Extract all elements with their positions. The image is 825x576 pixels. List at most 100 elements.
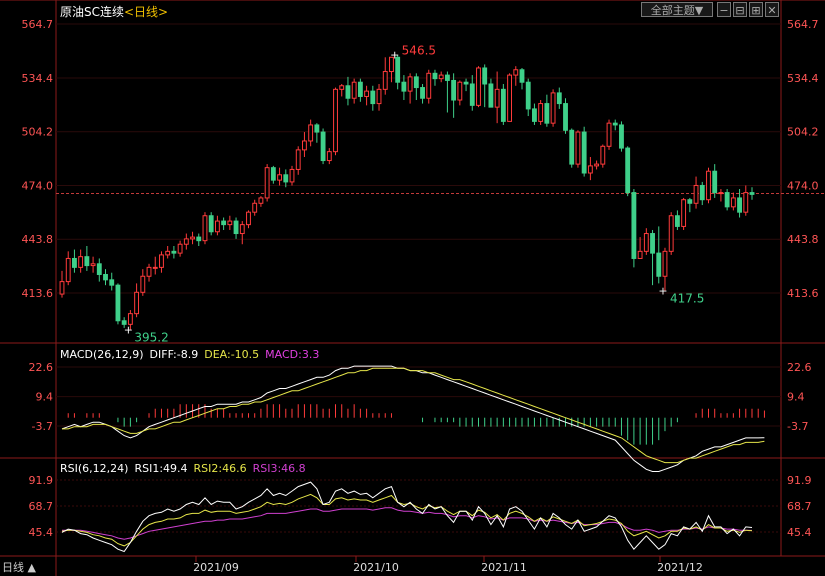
- close-icon[interactable]: ✕: [765, 2, 779, 17]
- rsi-tick-left: 91.9: [29, 474, 54, 487]
- candle-body: [190, 236, 195, 240]
- candle-body: [438, 74, 444, 80]
- candle-body: [109, 279, 115, 286]
- candle-body: [513, 69, 519, 76]
- x-axis-label: 2021/09: [193, 561, 239, 574]
- candle-body: [345, 85, 351, 99]
- candle-body: [214, 220, 220, 233]
- candle-body: [706, 170, 711, 201]
- candle-body: [364, 90, 370, 97]
- candle-body: [699, 184, 705, 201]
- candle-body: [718, 192, 724, 195]
- maximize-icon[interactable]: ⊞: [749, 2, 763, 17]
- candle-body: [152, 266, 158, 269]
- candle-body: [426, 72, 432, 99]
- candle-body: [289, 168, 295, 183]
- rsi2-value: RSI2:46.6: [193, 462, 247, 475]
- rsi-tick-left: 45.4: [29, 526, 54, 539]
- candle-body: [476, 67, 481, 106]
- restore-icon[interactable]: ⊟: [733, 2, 747, 17]
- candle-body: [96, 263, 102, 275]
- candle-body: [351, 81, 357, 99]
- candle-body: [376, 88, 382, 105]
- candle-body: [84, 256, 90, 267]
- candle-body: [72, 257, 77, 268]
- candle-body: [159, 254, 164, 268]
- price-tick-right: 534.4: [787, 72, 819, 85]
- macd-dea-value: DEA:-10.5: [204, 348, 260, 361]
- price-tick-left: 443.8: [22, 233, 54, 246]
- candle-body: [444, 74, 450, 81]
- candle-body: [532, 108, 537, 122]
- candle-body: [252, 202, 258, 213]
- candle-body: [650, 233, 655, 254]
- macd-legend: MACD(26,12,9) DIFF:-8.9 DEA:-10.5 MACD:3.3: [60, 348, 325, 361]
- candle-body: [264, 167, 270, 199]
- macd-tick-right: 22.6: [787, 361, 812, 374]
- price-tick-right: 443.8: [787, 233, 819, 246]
- price-tick-right: 413.6: [787, 287, 819, 300]
- rsi1-value: RSI1:49.4: [134, 462, 188, 475]
- candle-body: [407, 76, 413, 92]
- macd-tick-right: -3.7: [787, 420, 808, 433]
- macd-diff-value: DIFF:-8.9: [149, 348, 199, 361]
- price-tick-left: 474.0: [22, 179, 54, 192]
- candle-body: [668, 215, 674, 252]
- price-tick-right: 504.2: [787, 126, 819, 139]
- candle-body: [488, 83, 494, 108]
- candle-body: [569, 129, 575, 165]
- candle-body: [687, 199, 693, 204]
- x-axis-label: 2021/10: [353, 561, 399, 574]
- candle-body: [575, 131, 581, 165]
- candle-body: [730, 197, 736, 208]
- candle-body: [500, 88, 506, 122]
- candle-body: [302, 140, 307, 151]
- candle-body: [556, 92, 562, 105]
- candle-body: [221, 220, 227, 226]
- candle-body: [146, 266, 152, 277]
- candle-body: [115, 284, 121, 322]
- candle-body: [612, 122, 618, 126]
- candle-body: [681, 199, 687, 227]
- candle-body: [339, 85, 345, 90]
- candle-body: [177, 243, 183, 254]
- candle-body: [258, 197, 264, 204]
- price-tick-left: 564.7: [22, 18, 54, 31]
- candle-body: [277, 174, 282, 181]
- candle-body: [581, 131, 587, 174]
- candle-body: [65, 257, 71, 283]
- candle-body: [674, 215, 680, 227]
- rsi-tick-right: 45.4: [787, 526, 812, 539]
- low-marker-left: +: [124, 324, 133, 337]
- candle-body: [333, 88, 338, 153]
- candle-body: [246, 211, 251, 226]
- candle-body: [600, 145, 606, 165]
- candle-body: [127, 313, 133, 325]
- minus-icon[interactable]: −: [717, 2, 731, 17]
- candle-body: [382, 71, 388, 90]
- price-tick-left: 413.6: [22, 287, 54, 300]
- rsi3-value: RSI3:46.8: [252, 462, 306, 475]
- candle-body: [320, 131, 326, 162]
- candle-body: [227, 220, 233, 226]
- candle-body: [171, 250, 177, 254]
- candle-body: [413, 76, 419, 89]
- macd-tick-right: 9.4: [787, 391, 805, 404]
- theme-select-button[interactable]: 全部主题▼: [641, 2, 713, 17]
- x-axis-label: 2021/11: [481, 561, 527, 574]
- candle-body: [432, 72, 438, 80]
- candle-body: [389, 56, 394, 73]
- macd-tick-left: 9.4: [36, 391, 54, 404]
- candle-body: [463, 81, 469, 85]
- candle-body: [420, 87, 425, 99]
- macd-value: MACD:3.3: [265, 348, 320, 361]
- candle-body: [519, 69, 525, 83]
- chart-title: 原油SC连续<日线>: [60, 3, 168, 20]
- instrument-name: 原油SC连续: [60, 5, 124, 19]
- candle-body: [594, 163, 600, 167]
- candle-body: [656, 252, 662, 277]
- period-selector[interactable]: 日线 ▲: [2, 561, 36, 574]
- price-tick-right: 564.7: [787, 18, 819, 31]
